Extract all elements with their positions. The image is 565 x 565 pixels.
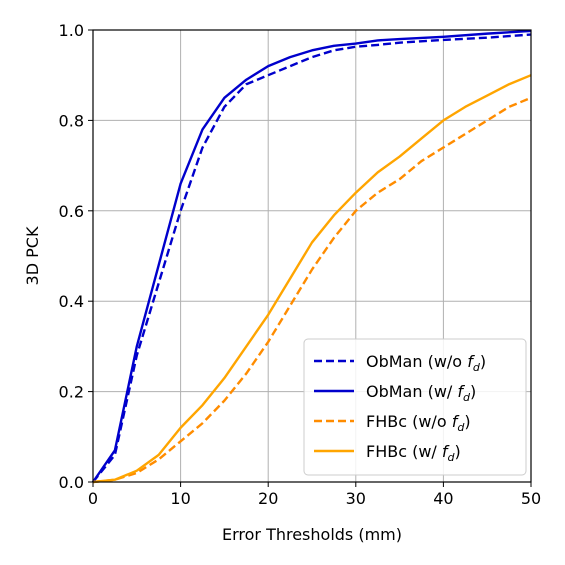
y-tick-label: 0.6 <box>59 202 84 221</box>
x-axis-title: Error Thresholds (mm) <box>222 525 402 544</box>
series-lines <box>92 29 532 484</box>
legend: ObMan (w/o fd)ObMan (w/ fd)FHBc (w/o fd)… <box>303 338 527 476</box>
legend-label: ObMan (w/ fd) <box>366 382 476 404</box>
legend-label-part: d <box>457 421 465 434</box>
legend-label-part: d <box>463 391 471 404</box>
x-tick-label: 20 <box>258 489 278 508</box>
x-tick-label: 10 <box>170 489 190 508</box>
legend-label-part: d <box>473 361 481 374</box>
x-tick-label: 0 <box>88 489 98 508</box>
legend-label-part: f <box>457 382 465 401</box>
legend-label-part: d <box>448 451 456 464</box>
grid-lines <box>92 29 532 483</box>
series-line-3 <box>92 74 532 484</box>
axis-ticks: 0 10 20 30 40 50 0.0 0.2 0.4 0.6 0.8 1.0 <box>59 21 542 508</box>
legend-label-part: ) <box>470 382 476 401</box>
y-tick-label: 0.0 <box>59 473 84 492</box>
legend-label: ObMan (w/o fd) <box>366 352 486 374</box>
series-line-0 <box>92 33 532 483</box>
y-tick-label: 0.8 <box>59 111 84 130</box>
legend-box <box>303 338 527 476</box>
plot-frame <box>92 29 532 483</box>
x-tick-label: 30 <box>346 489 366 508</box>
legend-label-part: FHBc (w/ <box>366 442 442 461</box>
x-tick-label: 50 <box>521 489 541 508</box>
legend-label: FHBc (w/ fd) <box>366 442 461 464</box>
legend-label-part: ) <box>464 412 470 431</box>
x-tick-label: 40 <box>433 489 453 508</box>
legend-label-part: f <box>442 442 450 461</box>
series-line-2 <box>92 96 532 484</box>
legend-label-part: ) <box>480 352 486 371</box>
legend-label-part: ) <box>455 442 461 461</box>
legend-label-part: ObMan (w/o <box>366 352 467 371</box>
y-tick-label: 1.0 <box>59 21 84 40</box>
legend-label-part: FHBc (w/o <box>366 412 452 431</box>
legend-label-part: f <box>467 352 475 371</box>
y-tick-label: 0.2 <box>59 383 84 402</box>
y-axis-title: 3D PCK <box>23 226 42 285</box>
y-tick-label: 0.4 <box>59 292 84 311</box>
legend-label-part: ObMan (w/ <box>366 382 457 401</box>
series-line-1 <box>92 29 532 483</box>
legend-label-part: f <box>452 412 460 431</box>
legend-label: FHBc (w/o fd) <box>366 412 471 434</box>
